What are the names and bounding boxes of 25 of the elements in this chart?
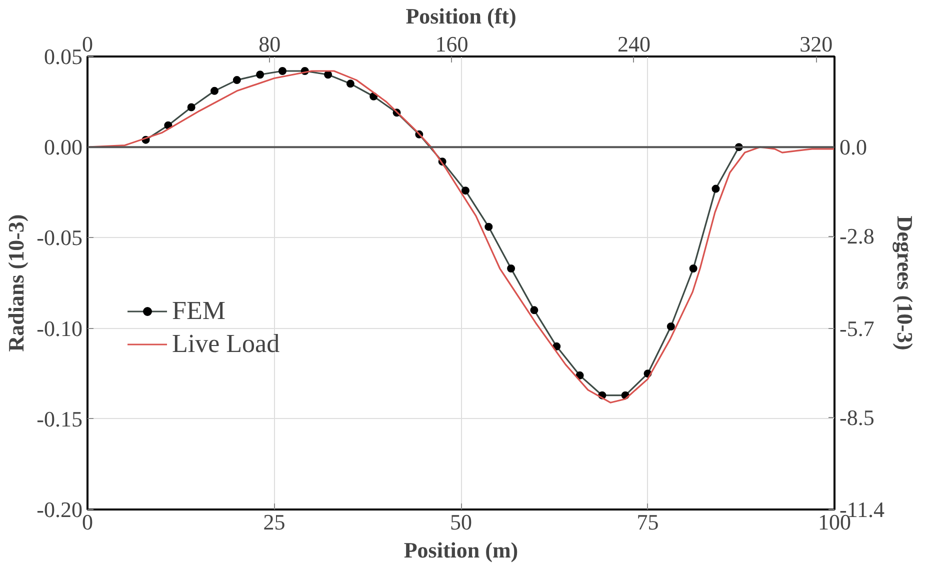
y-tick-label: -0.05 [36,225,82,250]
x2-tick-label: 160 [435,32,468,56]
y-tick-label: -0.15 [36,406,82,432]
y2-tick-label: -8.5 [840,404,874,430]
legend-label: Live Load [172,329,280,359]
y2-tick-label: -2.8 [840,224,874,249]
x-tick-label: 25 [263,510,286,534]
y2-tick-label: -5.7 [840,316,874,341]
y-tick-label: 0.00 [44,134,82,160]
x2-tick-label: 0 [82,32,93,56]
x2-tick-label: 240 [617,32,650,56]
x-tick-label: 0 [82,510,93,534]
y2-axis-title: Degrees (10-3) [892,216,918,350]
x-tick-label: 50 [450,510,472,534]
y-tick-label: -0.10 [36,316,82,341]
y2-tick-label: 0.0 [840,134,867,160]
legend-label: FEM [172,296,226,326]
y-axis-title: Radians (10-3) [4,214,29,352]
x2-axis-title: Position (ft) [406,4,516,28]
x-tick-label: 75 [636,510,659,534]
y-tick-label: -0.20 [36,497,82,522]
y-tick-label: 0.05 [44,44,82,69]
x-axis-title: Position (m) [404,538,518,562]
x2-tick-label: 80 [258,32,281,56]
x2-tick-label: 320 [800,32,833,56]
